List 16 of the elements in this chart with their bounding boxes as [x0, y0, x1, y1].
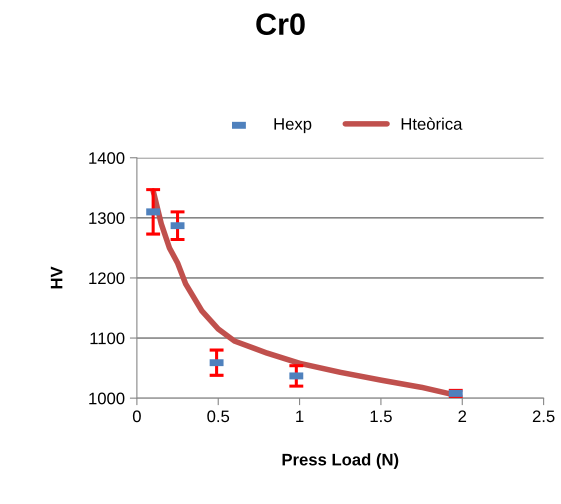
chart-title: Cr0: [256, 13, 305, 36]
x-axis-title: Press Load (N): [282, 453, 398, 469]
y-tick-label: 1000: [89, 392, 124, 404]
legend-label: Hteòrica: [402, 117, 462, 130]
y-axis-title: HV: [50, 266, 62, 288]
x-tick-label: 1.5: [370, 410, 392, 422]
x-tick-label: 0: [132, 410, 141, 422]
x-tick-label: 2: [458, 410, 466, 422]
y-tick-label: 1200: [89, 272, 124, 284]
legend-label: Hexp: [274, 118, 312, 134]
y-tick-label: 1100: [90, 332, 124, 344]
y-tick-label: 1400: [89, 152, 124, 164]
y-tick-label: 1300: [89, 212, 124, 224]
x-tick-label: 2.5: [532, 410, 554, 422]
x-tick-label: 1: [296, 410, 304, 422]
x-tick-label: 0.5: [207, 410, 230, 422]
